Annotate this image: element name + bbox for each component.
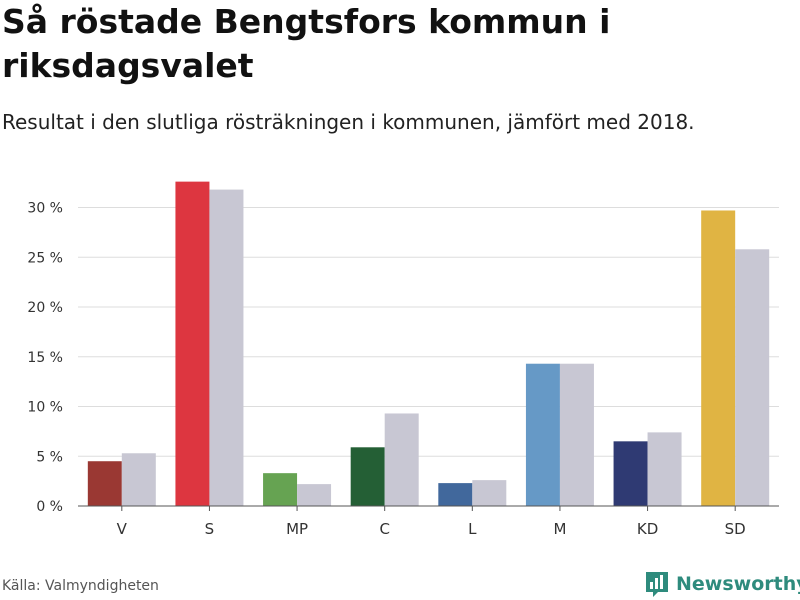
chart-title: Så röstade Bengtsfors kommun i riksdagsv… (2, 2, 611, 85)
bar-l-2018 (472, 480, 507, 506)
x-tick-label: L (468, 520, 477, 538)
y-tick-label: 30 % (27, 201, 63, 217)
bar-c-2018 (384, 413, 419, 506)
bars (87, 181, 770, 507)
y-tick-label: 0 % (36, 499, 63, 515)
source-note: Källa: Valmyndigheten (2, 578, 159, 594)
y-tick-label: 20 % (27, 300, 63, 316)
x-axis-ticks: V S MP C L M KD SD (117, 506, 746, 538)
bar-kd-2022 (613, 441, 648, 506)
y-axis-ticks: 0 % 5 % 10 % 15 % 20 % 25 % 30 % (27, 201, 63, 516)
x-tick-label: V (117, 520, 128, 538)
bar-mp-2018 (297, 484, 332, 506)
bar-s-2018 (209, 189, 244, 506)
brand-logo: Newsworthy (644, 569, 800, 599)
chart-subtitle: Resultat i den slutliga rösträkningen i … (2, 110, 695, 134)
y-tick-label: 15 % (27, 350, 63, 366)
bar-mp-2022 (263, 473, 298, 506)
bar-chart: 0 % 5 % 10 % 15 % 20 % 25 % 30 % V S MP C L M KD SD (27, 181, 779, 538)
x-tick-label: MP (286, 520, 308, 538)
x-tick-label: C (379, 520, 389, 538)
bar-v-2018 (121, 453, 156, 506)
y-tick-label: 5 % (36, 449, 63, 465)
bar-l-2022 (438, 483, 473, 506)
bar-kd-2018 (647, 432, 682, 506)
bar-v-2022 (87, 461, 122, 506)
bar-m-2018 (559, 363, 594, 506)
x-tick-label: S (205, 520, 215, 538)
y-tick-label: 25 % (27, 250, 63, 266)
bar-c-2022 (350, 447, 385, 506)
bar-m-2022 (525, 363, 560, 506)
bar-sd-2022 (701, 210, 736, 507)
x-tick-label: SD (725, 520, 746, 538)
brand-name: Newsworthy (676, 573, 800, 595)
y-tick-label: 10 % (27, 400, 63, 416)
x-tick-label: M (553, 520, 566, 538)
newsworthy-logo-icon (646, 572, 668, 597)
bar-s-2022 (175, 181, 210, 506)
x-tick-label: KD (637, 520, 658, 538)
bar-sd-2018 (735, 249, 770, 507)
